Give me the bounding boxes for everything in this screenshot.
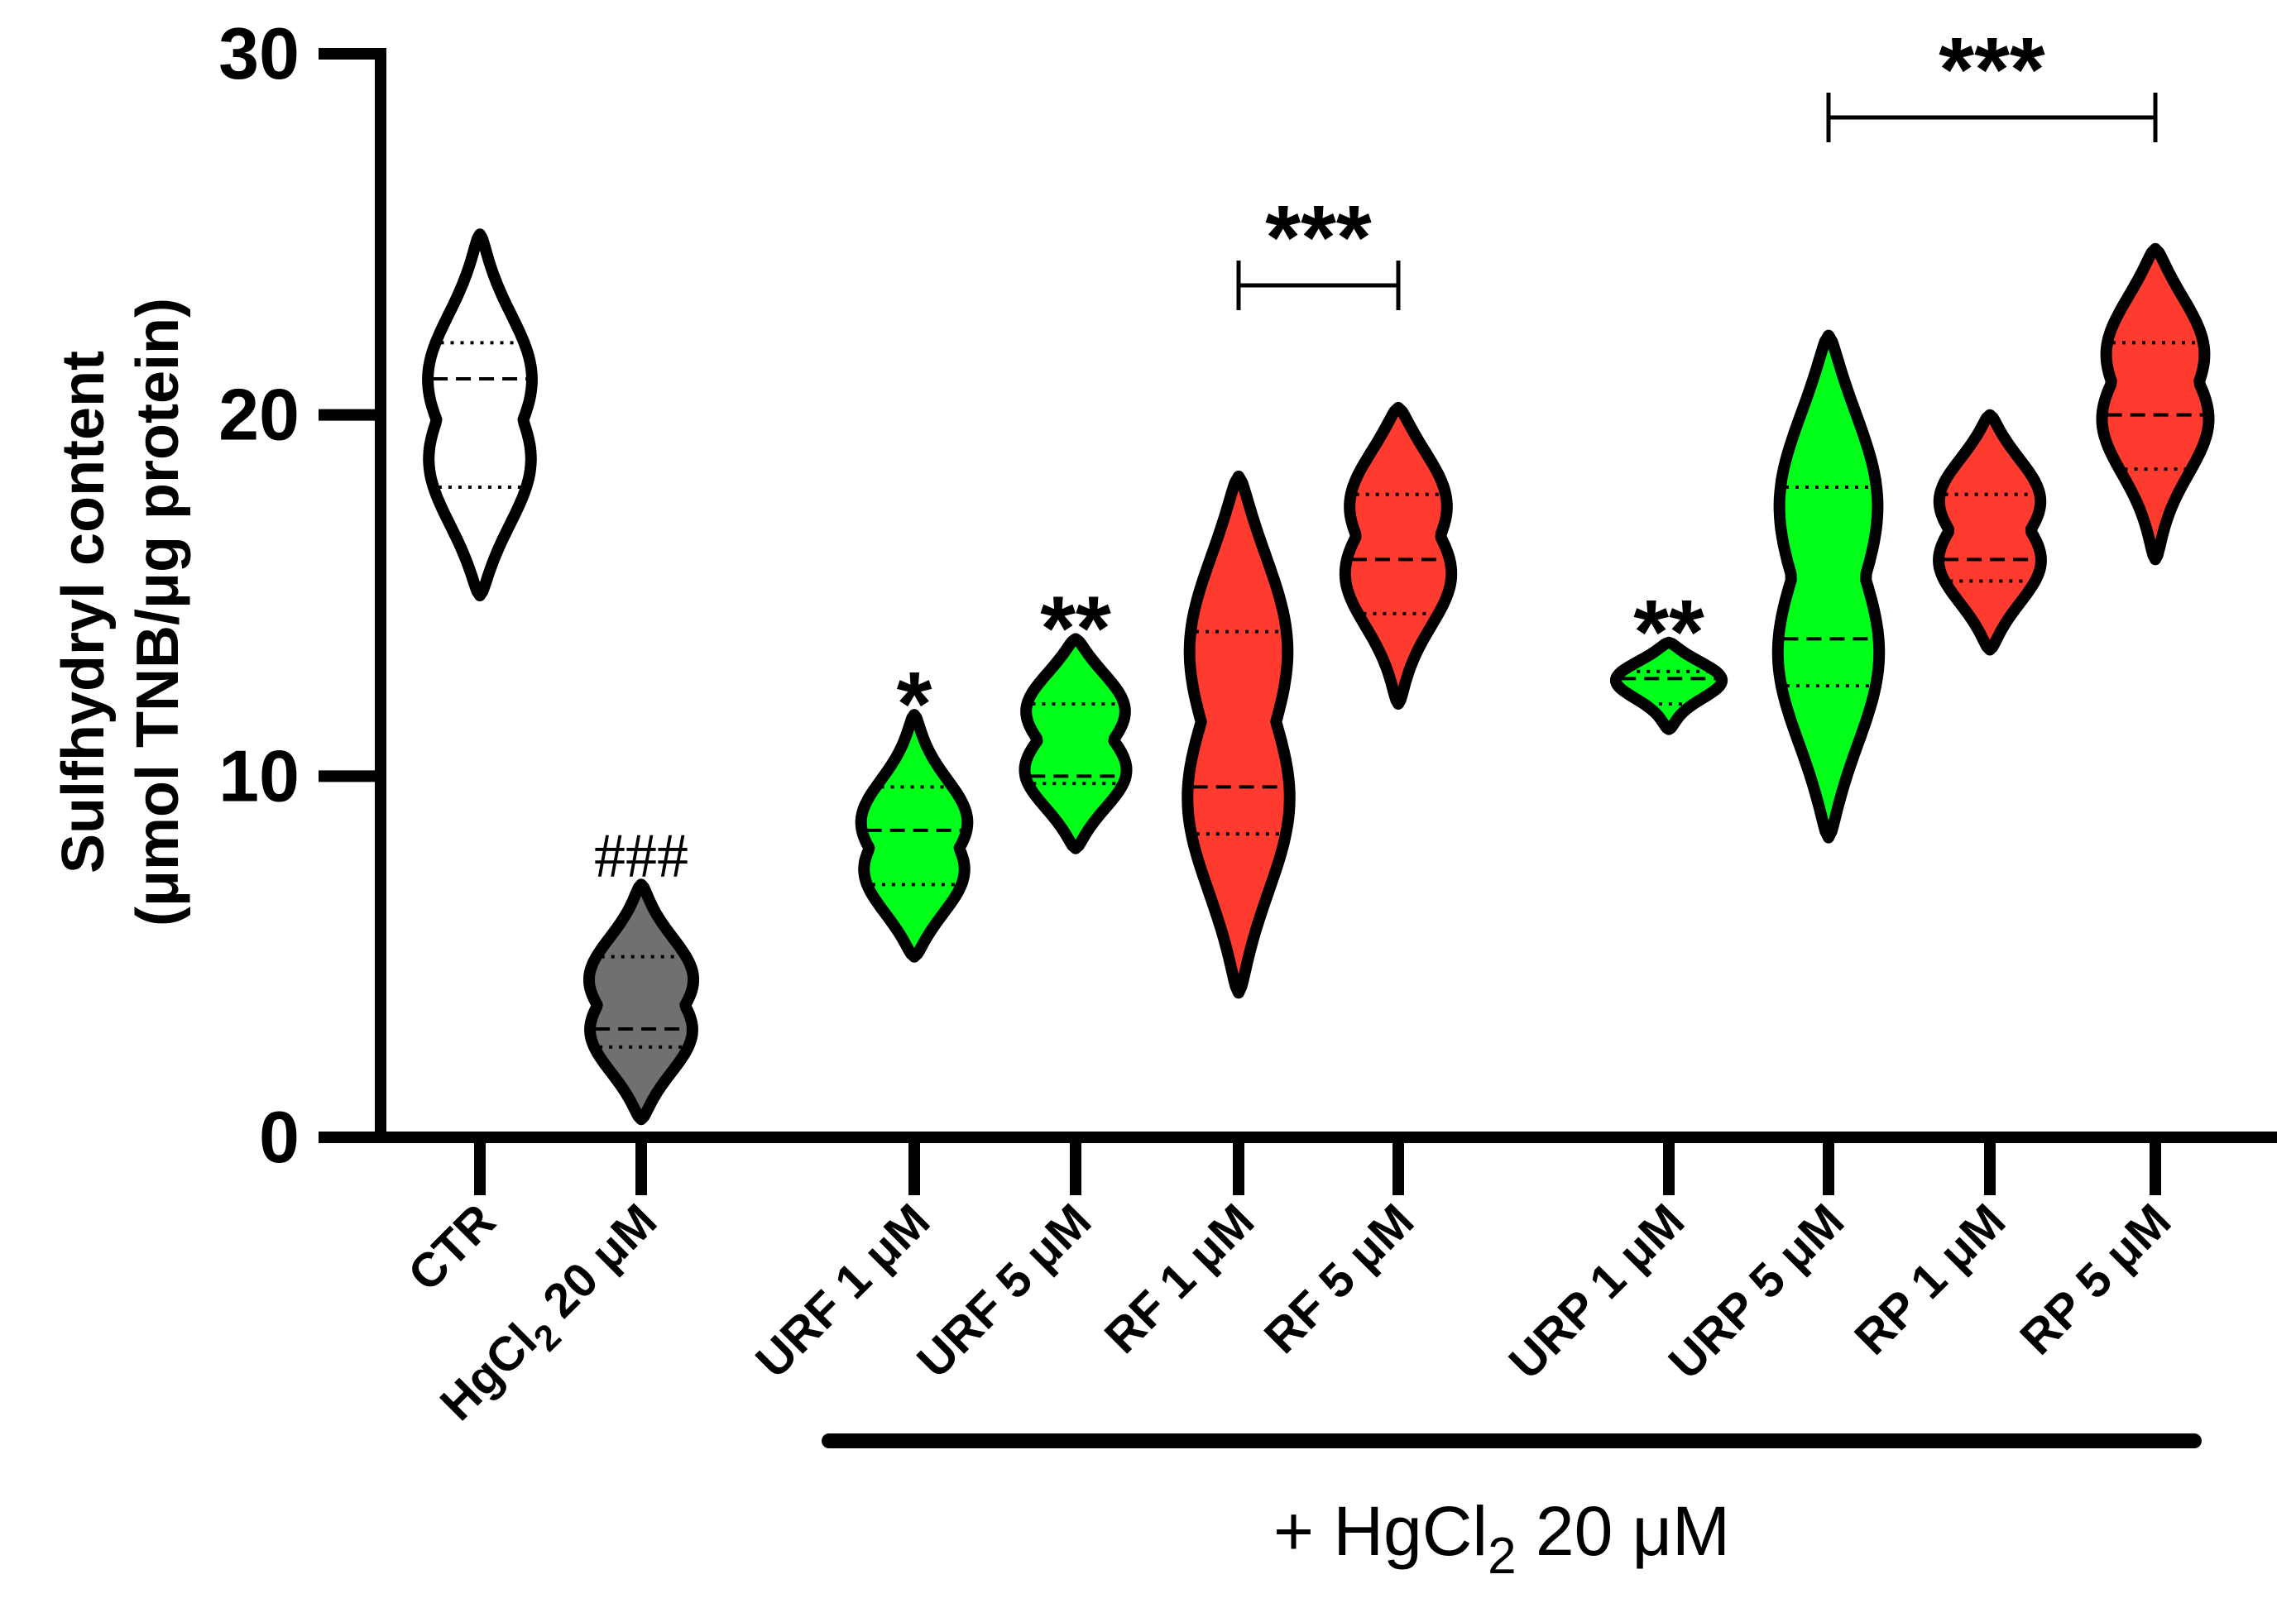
- significance-mark-3: *: [897, 653, 932, 755]
- x-tick-label-1: CTR: [398, 1194, 506, 1301]
- violin-6: [1339, 401, 1458, 710]
- y-axis-label-line1: Sulfhydryl content: [50, 351, 117, 873]
- y-tick-label: 20: [218, 374, 300, 456]
- comparison-bracket-2: [1826, 93, 2158, 142]
- violin-9: [1933, 409, 2047, 656]
- significance-mark-7: **: [1633, 581, 1704, 683]
- x-tick-label-5: RF 1 μM: [1095, 1194, 1264, 1363]
- bracket-significance-2: ***: [1939, 19, 2045, 121]
- bracket-significance-1: ***: [1265, 187, 1372, 289]
- violin-5: [1182, 470, 1296, 999]
- violin-4: [1019, 633, 1133, 854]
- y-tick-label: 30: [218, 12, 300, 94]
- treatment-group-label: + HgCl2 20 μM: [1273, 1492, 1730, 1585]
- violin-2: [583, 878, 699, 1126]
- violin-1: [422, 228, 538, 601]
- x-tick-label-7: URP 1 μM: [1499, 1194, 1695, 1390]
- significance-mark-2: ###: [594, 821, 688, 890]
- comparison-bracket-1: [1236, 261, 1401, 310]
- x-tick-label-4: URF 5 μM: [907, 1194, 1101, 1388]
- x-tick-label-6: RF 5 μM: [1254, 1194, 1424, 1363]
- y-axis-label-line2: (μmol TNB/μg protein): [125, 298, 191, 926]
- violin-7: [1609, 636, 1728, 735]
- violin-10: [2096, 242, 2215, 566]
- y-tick-label: 0: [259, 1096, 300, 1178]
- x-tick-label-3: URF 1 μM: [745, 1194, 940, 1388]
- x-tick-label-8: URP 5 μM: [1659, 1194, 1855, 1390]
- significance-mark-4: **: [1040, 577, 1111, 679]
- violin-3: [855, 709, 974, 963]
- y-tick-label: 10: [218, 735, 300, 816]
- x-tick-label-9: RP 1 μM: [1844, 1194, 2016, 1365]
- x-tick-label-10: RP 5 μM: [2010, 1194, 2181, 1365]
- violin-8: [1771, 329, 1886, 844]
